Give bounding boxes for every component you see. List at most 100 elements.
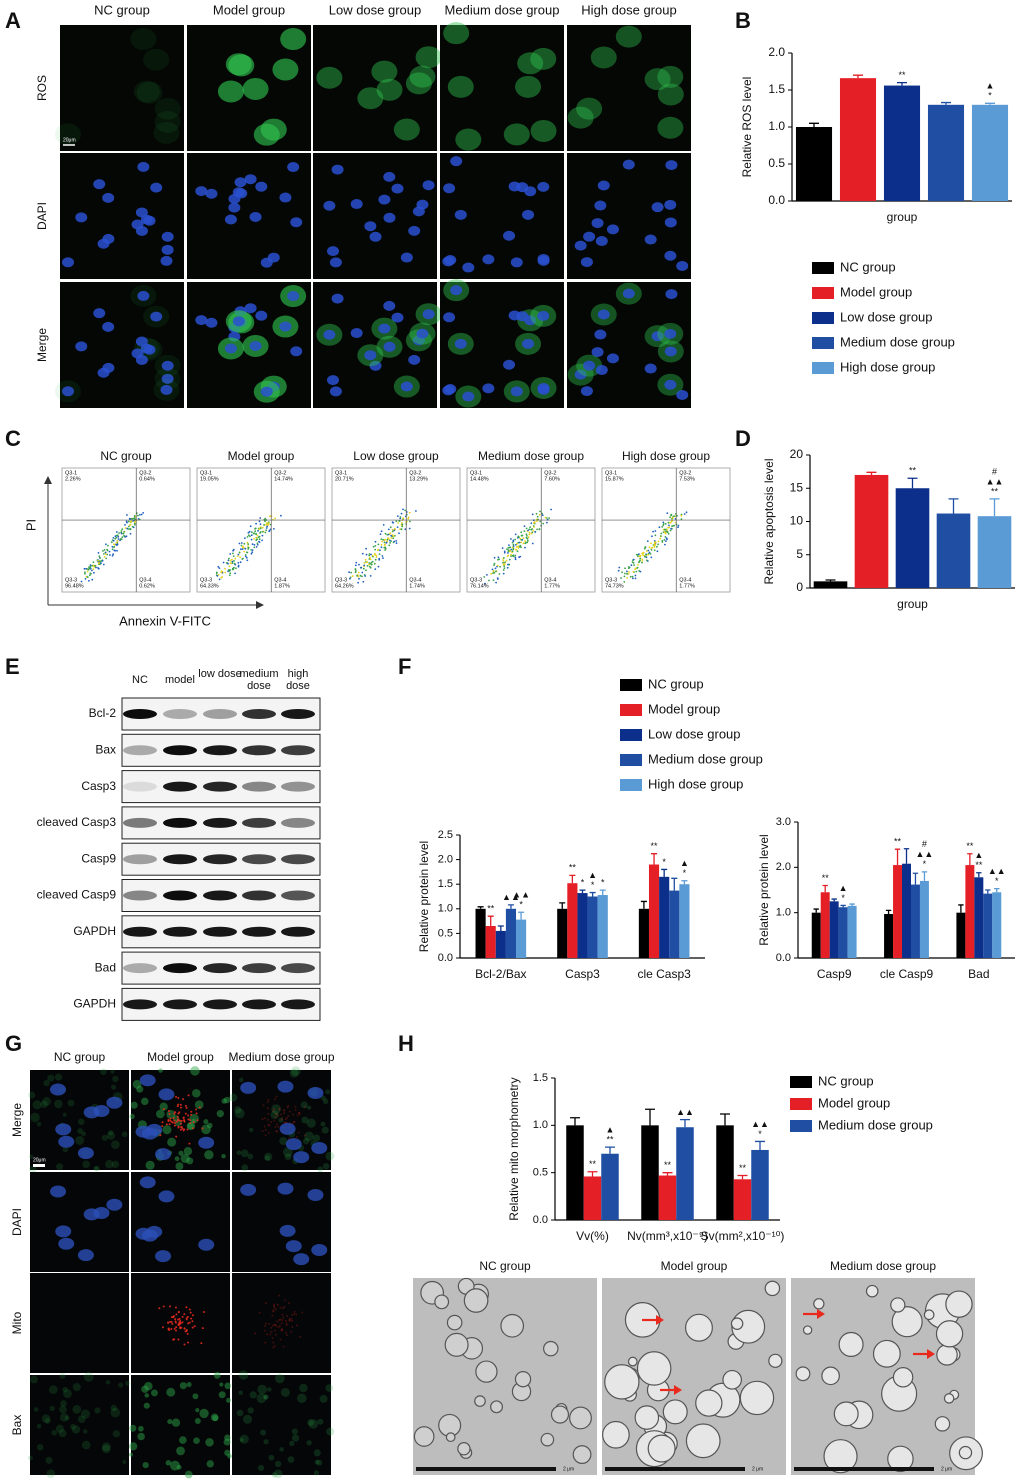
legend-label: High dose group: [840, 359, 935, 374]
event-dot: [84, 572, 86, 575]
error-bar: [497, 925, 504, 931]
event-dot: [550, 508, 552, 511]
event-dot: [383, 541, 386, 544]
cell-signal: [242, 77, 269, 100]
bax-signal: [322, 1163, 330, 1170]
bax-signal: [94, 1407, 101, 1414]
bax-signal: [280, 1387, 290, 1397]
bar: [566, 1125, 584, 1220]
bax-signal: [150, 1389, 158, 1397]
blot-band: [242, 963, 276, 974]
blot-band: [242, 781, 276, 792]
mito-signal: [183, 1120, 186, 1123]
significance-mark: ▲: [986, 81, 995, 91]
mito-signal: [187, 1114, 190, 1117]
y-axis-title: Relative ROS level: [740, 77, 754, 178]
bax-signal: [51, 1429, 58, 1436]
mito-signal: [170, 1328, 173, 1331]
mito-signal: [270, 1326, 273, 1329]
event-dot: [111, 554, 114, 557]
event-dot: [523, 525, 526, 527]
bax-signal: [44, 1418, 51, 1424]
event-dot: [229, 569, 232, 571]
significance-mark: ▲: [606, 1124, 615, 1134]
event-dot: [97, 559, 100, 562]
mito-signal: [168, 1113, 171, 1116]
event-dot: [384, 532, 387, 535]
bax-signal: [256, 1393, 267, 1404]
cell-signal: [55, 123, 82, 146]
mito-signal: [292, 1113, 295, 1116]
blot-band: [203, 999, 237, 1010]
event-dot: [91, 578, 94, 581]
error-bar: [958, 904, 964, 913]
significance-mark: *: [683, 868, 687, 878]
event-dot: [112, 553, 115, 556]
mito-signal: [295, 1313, 298, 1316]
mito-signal: [275, 1112, 278, 1115]
cell-signal: [455, 128, 482, 151]
mito-signal: [273, 1344, 276, 1347]
nucleus: [160, 384, 173, 395]
event-dot: [486, 574, 488, 576]
quadrant-name: Q3-4: [139, 577, 151, 583]
event-dot: [89, 564, 92, 566]
panel-label: G: [5, 1031, 22, 1056]
x-tick-label: Bcl-2/Bax: [475, 967, 526, 981]
nucleus: [391, 183, 404, 194]
event-dot: [231, 558, 233, 561]
event-dot: [647, 553, 649, 556]
nucleus: [277, 1182, 294, 1195]
bax-signal: [43, 1079, 50, 1087]
mito-signal: [292, 1121, 295, 1124]
organelle: [935, 1320, 964, 1348]
event-dot: [666, 512, 669, 514]
event-dot: [518, 541, 521, 544]
bax-signal: [125, 1380, 131, 1386]
mito-signal: [287, 1302, 290, 1305]
panel-label: C: [5, 426, 21, 451]
event-dot: [662, 521, 665, 524]
bax-signal: [240, 1149, 249, 1158]
event-dot: [680, 514, 683, 517]
nucleus: [664, 379, 677, 390]
bar: [676, 1127, 694, 1220]
bax-signal: [257, 1384, 267, 1395]
x-tick-label: Vv(%): [576, 1229, 609, 1243]
mito-signal: [297, 1131, 300, 1134]
event-dot: [116, 544, 118, 547]
bax-signal: [49, 1405, 55, 1411]
event-dot: [664, 536, 667, 538]
quadrant-name: Q3-2: [544, 470, 556, 476]
mito-signal: [279, 1306, 282, 1309]
event-dot: [383, 539, 386, 541]
event-dot: [546, 521, 548, 524]
event-dot: [354, 568, 357, 570]
blot-band: [123, 999, 157, 1010]
event-dot: [514, 554, 517, 557]
organelle: [457, 1442, 471, 1456]
organelle: [865, 1284, 879, 1298]
mito-signal: [173, 1119, 176, 1122]
mito-signal: [169, 1320, 172, 1323]
nucleus: [93, 1105, 110, 1118]
event-dot: [398, 532, 400, 535]
blot-band: [242, 999, 276, 1010]
nucleus: [311, 1142, 328, 1155]
event-dot: [371, 554, 374, 557]
mito-signal: [284, 1299, 287, 1302]
quadrant-name: Q3-3: [200, 577, 212, 583]
legend-swatch: [790, 1120, 812, 1132]
event-dot: [247, 546, 250, 549]
mito-signal: [304, 1134, 307, 1137]
nucleus: [444, 255, 457, 266]
significance-mark: **: [822, 873, 830, 883]
cell-signal: [225, 53, 252, 76]
organelle: [936, 1344, 958, 1366]
bax-signal: [289, 1440, 295, 1447]
event-dot: [624, 567, 626, 570]
bax-signal: [77, 1118, 85, 1126]
event-dot: [374, 540, 377, 543]
mito-signal: [169, 1305, 172, 1308]
mito-signal: [272, 1346, 275, 1349]
